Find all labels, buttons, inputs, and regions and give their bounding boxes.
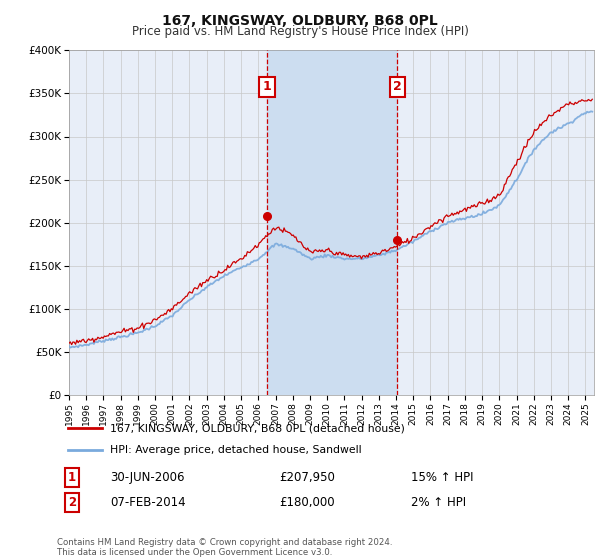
Text: 1: 1 [68, 470, 76, 484]
Text: £207,950: £207,950 [279, 470, 335, 484]
Text: 1: 1 [263, 80, 271, 93]
Text: 15% ↑ HPI: 15% ↑ HPI [411, 470, 473, 484]
Text: Price paid vs. HM Land Registry's House Price Index (HPI): Price paid vs. HM Land Registry's House … [131, 25, 469, 38]
Text: 167, KINGSWAY, OLDBURY, B68 0PL (detached house): 167, KINGSWAY, OLDBURY, B68 0PL (detache… [110, 423, 404, 433]
Text: 07-FEB-2014: 07-FEB-2014 [110, 496, 185, 510]
Text: 30-JUN-2006: 30-JUN-2006 [110, 470, 184, 484]
Text: 2: 2 [393, 80, 402, 93]
Text: 167, KINGSWAY, OLDBURY, B68 0PL: 167, KINGSWAY, OLDBURY, B68 0PL [162, 14, 438, 28]
Bar [267, 50, 397, 395]
Text: HPI: Average price, detached house, Sandwell: HPI: Average price, detached house, Sand… [110, 445, 361, 455]
Text: Contains HM Land Registry data © Crown copyright and database right 2024.
This d: Contains HM Land Registry data © Crown c… [57, 538, 392, 557]
Text: £180,000: £180,000 [279, 496, 334, 510]
Text: 2% ↑ HPI: 2% ↑ HPI [411, 496, 466, 510]
Text: 2: 2 [68, 496, 76, 510]
